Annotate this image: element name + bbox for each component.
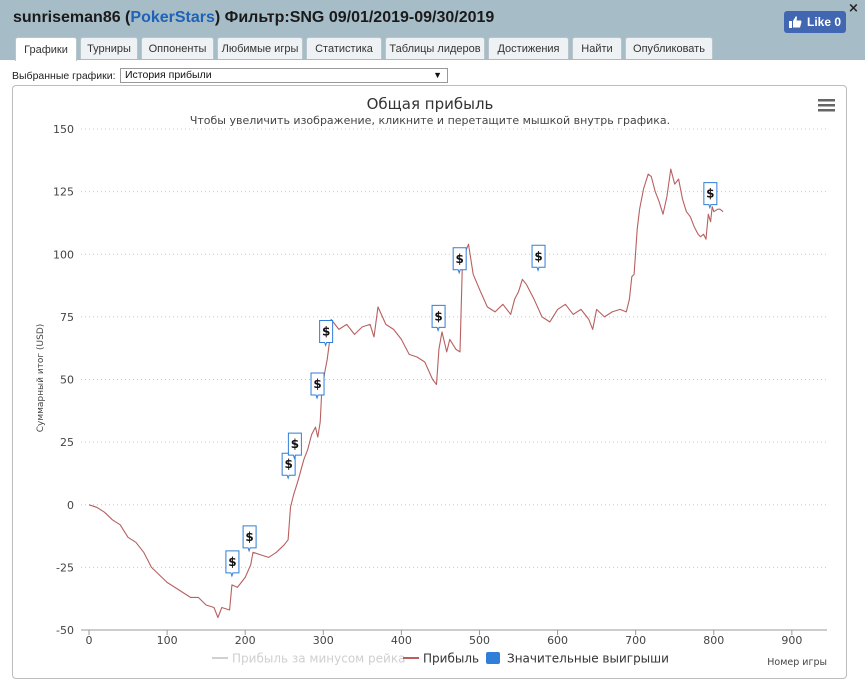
- filter-value: SNG 09/01/2019-09/30/2019: [289, 9, 495, 26]
- tab-4[interactable]: Любимые игры: [217, 37, 303, 59]
- x-tick-label: 100: [157, 634, 178, 647]
- y-tick-label: -50: [56, 624, 74, 637]
- flag-box: [310, 372, 325, 400]
- significant-win-flag[interactable]: $: [225, 550, 240, 578]
- y-tick-label: 25: [60, 436, 74, 449]
- tab-1[interactable]: Графики: [15, 37, 77, 61]
- series-line-profit: [88, 168, 724, 619]
- tab-5[interactable]: Статистика: [306, 37, 382, 59]
- like-button[interactable]: Like 0: [784, 11, 846, 33]
- legend-label: Прибыль за минусом рейка: [232, 652, 405, 666]
- close-icon[interactable]: ×: [848, 1, 859, 16]
- tab-3[interactable]: Оппоненты: [141, 37, 214, 59]
- x-tick-label: 500: [469, 634, 490, 647]
- flag-label: $: [228, 555, 236, 569]
- chart-legend: Прибыль за минусом рейка Прибыль Значитель…: [212, 652, 669, 666]
- significant-win-flag[interactable]: $: [431, 304, 446, 333]
- flag-box: [242, 525, 257, 553]
- chart-subtitle: Чтобы увеличить изображение, кликните и …: [190, 114, 670, 127]
- chart-select[interactable]: История прибыли ▼: [120, 68, 448, 83]
- x-tick-label: 400: [391, 634, 412, 647]
- filter-label: Фильтр:: [224, 9, 290, 26]
- legend-item[interactable]: Прибыль за минусом рейка: [212, 652, 405, 666]
- y-tick-label: 0: [67, 499, 74, 512]
- tab-7[interactable]: Достижения: [488, 37, 569, 59]
- flag-label: $: [245, 530, 253, 544]
- site-link[interactable]: PokerStars: [130, 9, 215, 26]
- chart-select-value: История прибыли: [125, 69, 212, 81]
- series-layer: [88, 168, 724, 619]
- tab-2[interactable]: Турниры: [80, 37, 138, 59]
- flag-label: $: [455, 252, 463, 266]
- flag-label: $: [706, 187, 714, 201]
- significant-win-flag[interactable]: $: [703, 182, 718, 210]
- dropdown-arrow-icon: ▼: [433, 70, 442, 80]
- significant-win-flag[interactable]: $: [531, 244, 546, 272]
- legend-item[interactable]: Прибыль: [403, 652, 479, 666]
- significant-wins-layer: $ $ $ $ $ $ $ $ $ $: [225, 182, 718, 578]
- significant-win-flag[interactable]: $: [310, 372, 325, 400]
- grid-lines: [81, 128, 827, 631]
- legend-symbol: [486, 652, 500, 664]
- flag-box: [225, 550, 240, 578]
- page-title: sunriseman86 (PokerStars) Фильтр:SNG 09/…: [13, 9, 495, 26]
- significant-win-flag[interactable]: $: [452, 247, 467, 275]
- legend-label: Прибыль: [423, 652, 479, 666]
- flag-box: [431, 304, 446, 333]
- x-tick-label: 800: [703, 634, 724, 647]
- hamburger-icon[interactable]: [818, 99, 835, 112]
- thumbs-up-icon: [789, 16, 802, 28]
- y-tick-label: 75: [60, 311, 74, 324]
- y-tick-label: 50: [60, 374, 74, 387]
- flag-label: $: [291, 437, 299, 451]
- flag-box: [287, 432, 302, 460]
- y-tick-label: 150: [53, 123, 74, 136]
- x-axis-ticks: 0 100 200 300 400 500 600 700 800 900: [86, 630, 802, 647]
- significant-win-flag[interactable]: $: [242, 525, 257, 553]
- legend-label: Значительные выигрыши: [507, 652, 669, 666]
- y-tick-label: -25: [56, 561, 74, 574]
- significant-win-flag[interactable]: $: [319, 319, 334, 348]
- tab-8[interactable]: Найти: [572, 37, 622, 59]
- flag-box: [452, 247, 467, 275]
- user-name: sunriseman86: [13, 9, 121, 26]
- flag-box: [319, 319, 334, 348]
- flag-label: $: [434, 309, 442, 323]
- x-tick-label: 900: [781, 634, 802, 647]
- x-tick-label: 300: [313, 634, 334, 647]
- significant-win-flag[interactable]: $: [281, 452, 296, 480]
- chart-title: Общая прибыль: [367, 95, 494, 113]
- significant-win-flag[interactable]: $: [287, 432, 302, 460]
- like-label: Like 0: [807, 15, 842, 29]
- x-tick-label: 200: [235, 634, 256, 647]
- flag-box: [703, 182, 718, 210]
- x-tick-label: 0: [86, 634, 93, 647]
- y-axis-ticks: -50 -25 0 25 50 75 100 125 150: [53, 123, 74, 637]
- x-tick-label: 700: [625, 634, 646, 647]
- tab-9[interactable]: Опубликовать: [625, 37, 713, 59]
- y-tick-label: 100: [53, 248, 74, 261]
- selected-charts-label: Выбранные графики:: [12, 70, 116, 82]
- flag-label: $: [313, 377, 321, 391]
- x-tick-label: 600: [547, 634, 568, 647]
- flag-label: $: [284, 457, 292, 471]
- y-tick-label: 125: [53, 186, 74, 199]
- flag-box: [531, 244, 546, 272]
- x-axis-label: Номер игры: [767, 657, 827, 668]
- flag-label: $: [322, 324, 330, 338]
- y-axis-label: Суммарный итог (USD): [36, 324, 46, 433]
- tab-6[interactable]: Таблицы лидеров: [385, 37, 485, 59]
- legend-item[interactable]: Значительные выигрыши: [486, 652, 669, 666]
- flag-label: $: [534, 249, 542, 263]
